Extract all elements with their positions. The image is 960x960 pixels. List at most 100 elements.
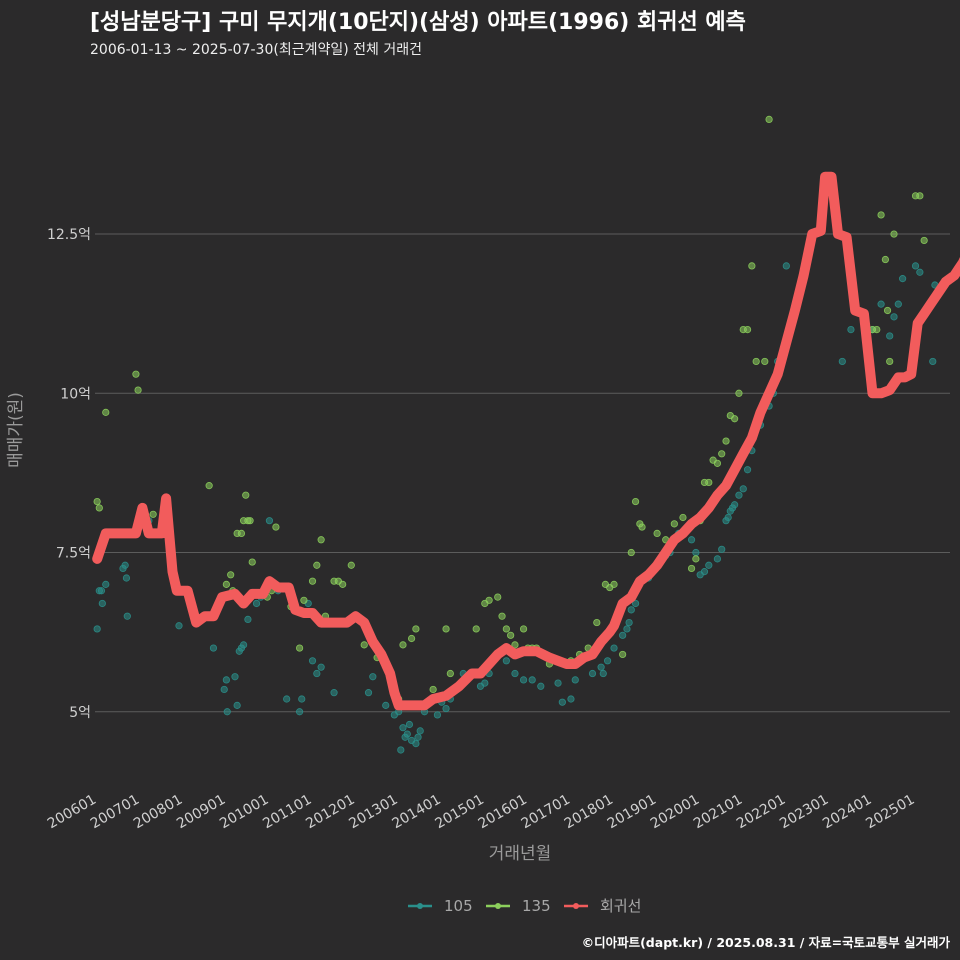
point-105 [899, 275, 907, 283]
point-135 [272, 523, 280, 531]
point-105 [405, 720, 414, 729]
point-135 [498, 612, 506, 620]
point-135 [248, 558, 256, 566]
y-tick-label: 12.5억 [47, 227, 91, 243]
point-135 [638, 523, 646, 531]
point-105 [625, 618, 633, 627]
point-105 [511, 669, 519, 678]
point-135 [485, 596, 493, 604]
point-135 [761, 357, 769, 366]
point-105 [442, 704, 450, 713]
point-105 [588, 669, 597, 678]
point-105 [700, 568, 709, 576]
point-105 [916, 268, 924, 276]
x-axis-title: 거래년월 [489, 844, 552, 864]
point-135 [619, 650, 627, 659]
point-135 [752, 357, 760, 366]
point-135 [242, 491, 250, 499]
legend-marker [495, 903, 501, 909]
y-axis-title: 매매가(원) [6, 392, 26, 468]
point-105 [705, 561, 713, 569]
point-135 [731, 415, 739, 423]
point-135 [339, 580, 347, 588]
point-135 [347, 561, 355, 569]
point-105 [631, 599, 640, 608]
x-tick-label: 202301 [777, 792, 831, 833]
point-105 [298, 695, 306, 703]
point-135 [687, 564, 696, 573]
point-105 [93, 625, 101, 633]
x-tick-label: 200701 [88, 792, 142, 833]
point-105 [724, 513, 732, 522]
point-105 [537, 682, 545, 690]
point-135 [593, 618, 601, 627]
point-135 [95, 504, 103, 512]
point-135 [511, 641, 519, 649]
point-135 [407, 634, 416, 643]
x-tick-label: 201101 [260, 792, 314, 833]
point-135 [442, 625, 450, 633]
point-105 [244, 615, 252, 623]
point-135 [765, 115, 773, 124]
point-135 [735, 389, 743, 397]
point-135 [507, 631, 515, 639]
point-105 [265, 517, 274, 525]
point-105 [929, 357, 937, 366]
point-105 [98, 599, 106, 608]
point-135 [631, 497, 640, 506]
point-135 [610, 580, 618, 588]
point-135 [399, 641, 407, 649]
point-135 [877, 211, 885, 219]
point-135 [713, 459, 722, 467]
legend-marker [573, 903, 579, 909]
point-135 [722, 437, 730, 445]
x-tick-labels: 2006012007012008012009012010012011012012… [45, 792, 918, 833]
point-105 [782, 262, 790, 270]
point-135 [883, 306, 892, 315]
point-105 [364, 689, 373, 697]
legend-label: 회귀선 [600, 897, 641, 915]
point-105 [369, 673, 377, 681]
point-105 [283, 695, 291, 703]
legend-item: 105 [408, 897, 473, 915]
point-135 [237, 529, 246, 538]
point-105 [481, 679, 489, 687]
point-105 [890, 313, 898, 321]
point-135 [222, 580, 230, 588]
point-105 [233, 701, 241, 709]
point-105 [414, 733, 422, 741]
point-105 [209, 644, 218, 652]
point-135 [692, 555, 700, 563]
point-135 [502, 625, 510, 633]
point-105 [313, 669, 321, 678]
point-105 [597, 663, 605, 671]
point-105 [623, 625, 631, 633]
point-105 [308, 657, 317, 665]
x-tick-label: 201001 [217, 792, 271, 833]
point-135 [360, 641, 368, 649]
y-tick-label: 5억 [69, 705, 91, 721]
point-135 [227, 571, 235, 579]
point-105 [220, 685, 228, 694]
point-135 [679, 513, 687, 522]
y-tick-label: 7.5억 [56, 546, 91, 562]
x-tick-label: 201901 [605, 792, 659, 833]
point-105 [743, 466, 752, 474]
point-135 [205, 482, 213, 490]
point-135 [429, 685, 437, 694]
point-105 [223, 708, 231, 716]
point-105 [713, 555, 722, 563]
point-105 [838, 357, 846, 366]
point-105 [567, 695, 575, 703]
point-105 [330, 689, 338, 697]
point-105 [911, 262, 920, 270]
point-135 [519, 625, 528, 633]
point-105 [240, 641, 248, 649]
point-105 [619, 631, 627, 639]
point-135 [705, 478, 713, 487]
point-135 [886, 357, 894, 366]
chart-caption: ©디아파트(dapt.kr) / 2025.08.31 / 자료=국토교통부 실… [581, 935, 950, 950]
point-105 [571, 676, 579, 684]
trend-line-layer [92, 171, 960, 711]
